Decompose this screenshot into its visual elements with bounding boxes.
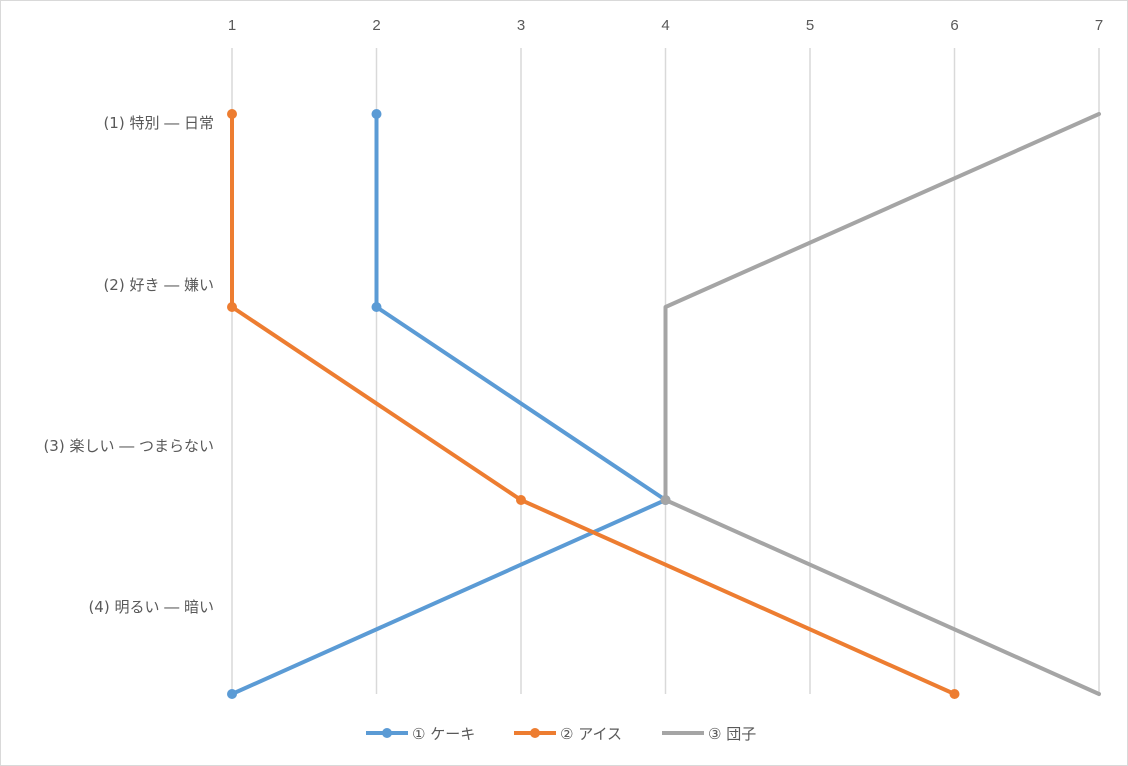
x-tick-label: 6 bbox=[950, 17, 958, 34]
category-label: (1) 特別 ― 日常 bbox=[103, 114, 214, 132]
data-point bbox=[227, 689, 237, 699]
legend-label: ② アイス bbox=[560, 725, 622, 743]
data-point bbox=[660, 495, 671, 505]
legend-label: ① ケーキ bbox=[412, 725, 475, 743]
x-tick-label: 5 bbox=[806, 17, 814, 34]
series-lines bbox=[227, 109, 1101, 699]
category-label: (3) 楽しい ― つまらない bbox=[43, 437, 214, 455]
data-point bbox=[949, 689, 960, 699]
series-group bbox=[227, 109, 671, 699]
category-labels: (1) 特別 ― 日常 (2) 好き ― 嫌い (3) 楽しい ― つまらない (4)… bbox=[43, 114, 214, 616]
series-group bbox=[227, 109, 960, 699]
series-group bbox=[660, 112, 1101, 696]
data-point bbox=[516, 495, 526, 505]
series-line bbox=[230, 112, 957, 696]
x-tick-label: 7 bbox=[1095, 17, 1103, 34]
data-point bbox=[371, 109, 382, 119]
data-point bbox=[227, 302, 237, 312]
x-tick-label: 2 bbox=[372, 17, 380, 34]
x-tick-label: 4 bbox=[661, 17, 669, 34]
data-point bbox=[371, 302, 382, 312]
legend-swatch-marker bbox=[382, 728, 392, 738]
category-label: (2) 好き ― 嫌い bbox=[103, 276, 214, 294]
category-label: (4) 明るい ― 暗い bbox=[88, 598, 214, 616]
series-line bbox=[663, 112, 1101, 696]
legend: ① ケーキ ② アイス ③ 団子 bbox=[366, 725, 756, 743]
legend-item: ③ 団子 bbox=[662, 725, 756, 743]
legend-item: ② アイス bbox=[514, 725, 622, 743]
data-point bbox=[227, 109, 237, 119]
legend-swatch-marker bbox=[530, 728, 540, 738]
x-tick-label: 1 bbox=[228, 17, 236, 34]
x-tick-label: 3 bbox=[517, 17, 525, 34]
legend-item: ① ケーキ bbox=[366, 725, 475, 743]
series-line bbox=[230, 112, 668, 696]
legend-label: ③ 団子 bbox=[708, 725, 756, 743]
x-axis-tick-labels: 1 2 3 4 5 6 7 bbox=[228, 17, 1103, 34]
